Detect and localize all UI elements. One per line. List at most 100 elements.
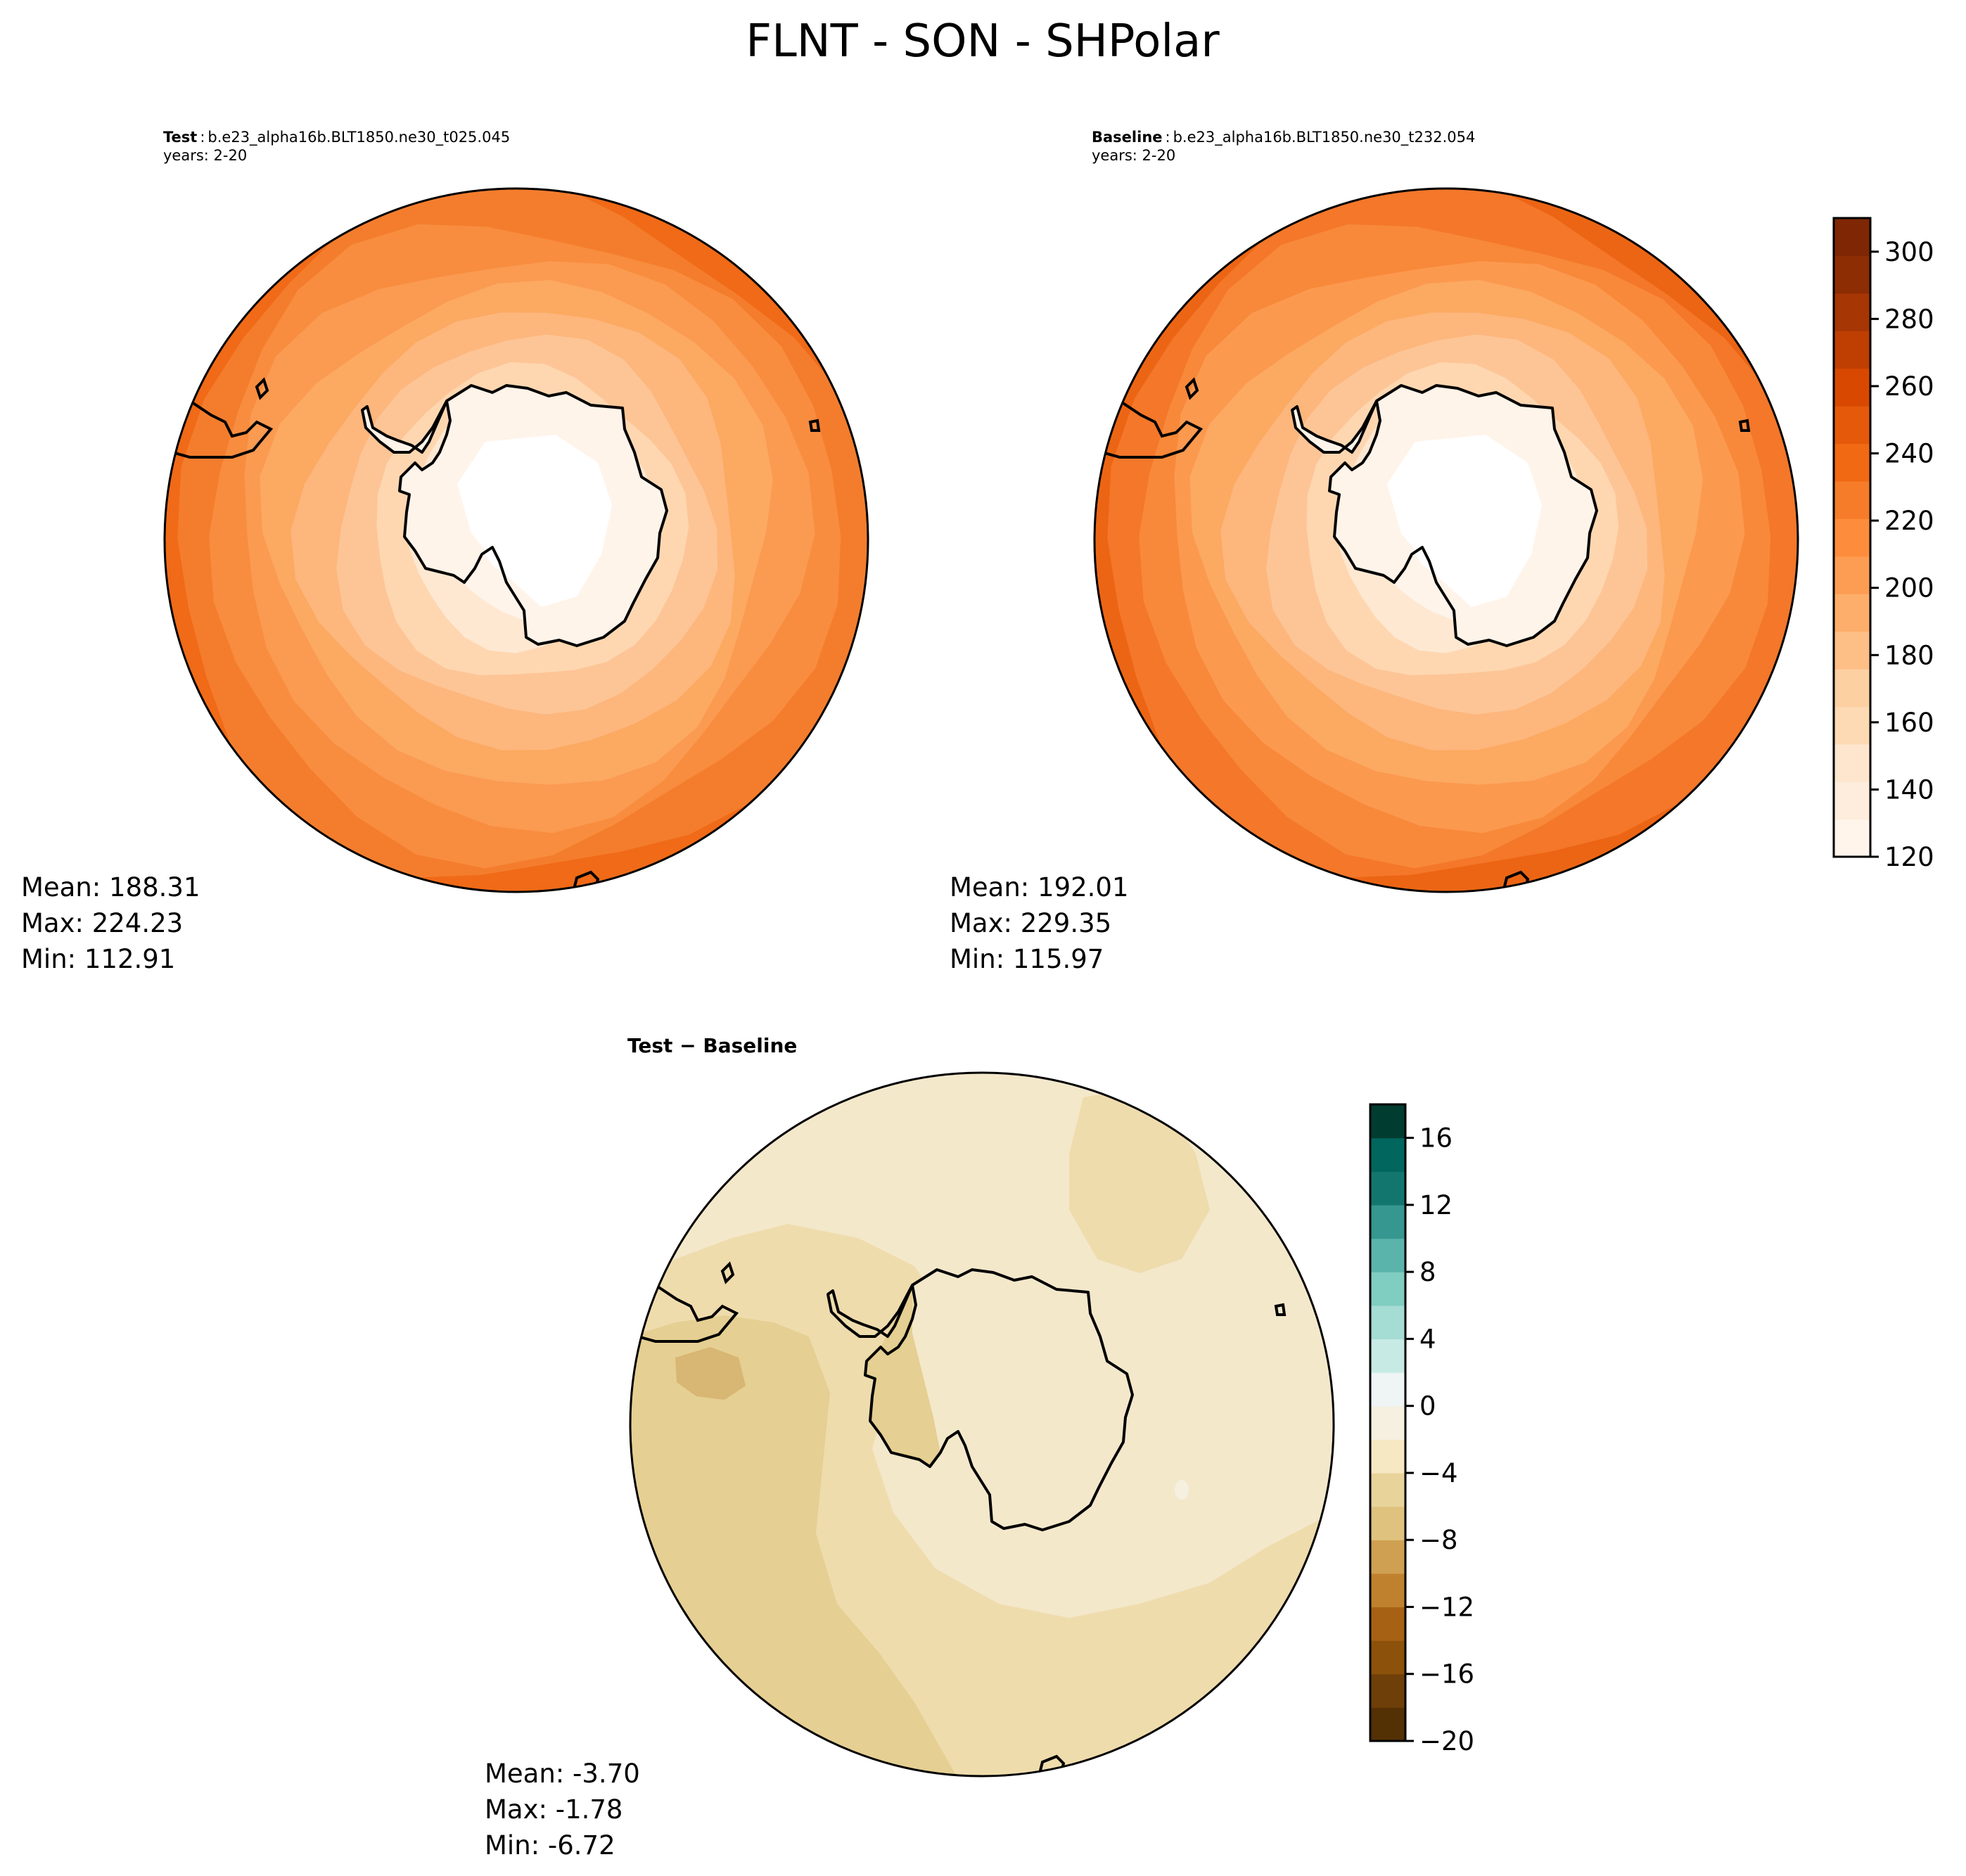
- main-colorbar-tick-label: 200: [1884, 573, 1934, 604]
- baseline-stats: Mean: 192.01 Max: 229.35 Min: 115.97: [950, 869, 1129, 977]
- main-colorbar-cell: [1834, 706, 1870, 745]
- main-colorbar-cell: [1834, 331, 1870, 369]
- diff-colorbar-tick-label: −12: [1419, 1592, 1474, 1622]
- main-colorbar-cell: [1834, 518, 1870, 557]
- diff-subtitle: Test − Baseline: [627, 1034, 797, 1058]
- diff-colorbar-tick-label: 4: [1419, 1324, 1436, 1354]
- main-colorbar-tick-label: 260: [1884, 371, 1934, 402]
- diff-colorbar-tick-label: −16: [1419, 1659, 1474, 1690]
- main-colorbar-tick-label: 140: [1884, 774, 1934, 805]
- test-map: [163, 187, 869, 893]
- main-colorbar-cell: [1834, 744, 1870, 782]
- diff-colorbar-tick-label: −8: [1419, 1525, 1458, 1555]
- diff-colorbar-tick-label: −20: [1419, 1726, 1474, 1756]
- main-colorbar-cell: [1834, 668, 1870, 707]
- test-map-field: [165, 189, 868, 892]
- diff-colorbar-ticks: −20 −16 −12 −8 −4 0 4 8 12 16: [1405, 1123, 1474, 1756]
- main-colorbar-tick-label: 300: [1884, 237, 1934, 267]
- diff-colorbar-cell: [1370, 1104, 1405, 1139]
- test-south-america-coast: [165, 399, 274, 459]
- main-colorbar-cell: [1834, 480, 1870, 519]
- main-colorbar-tick-label: 280: [1884, 304, 1934, 334]
- diff-field-light-patch: [1069, 1090, 1210, 1273]
- main-colorbar-cell: [1834, 631, 1870, 670]
- diff-island-b: [1274, 1303, 1287, 1316]
- test-stats: Mean: 188.31 Max: 224.23 Min: 112.91: [21, 869, 200, 977]
- test-map-frame: [163, 187, 869, 893]
- main-colorbar-cell: [1834, 255, 1870, 294]
- main-colorbar-tick-label: 160: [1884, 708, 1934, 738]
- diff-colorbar-cell: [1370, 1673, 1405, 1708]
- diff-colorbar-cell: [1370, 1640, 1405, 1675]
- diff-colorbar-cell: [1370, 1506, 1405, 1540]
- diff-light-spot: [1175, 1480, 1189, 1500]
- diff-field-darker: [675, 1347, 746, 1400]
- main-colorbar-cell: [1834, 819, 1870, 857]
- baseline-south-america-coast: [1094, 399, 1204, 459]
- diff-colorbar-cell: [1370, 1339, 1405, 1373]
- main-colorbar-cell: [1834, 368, 1870, 407]
- diff-colorbar-cell: [1370, 1372, 1405, 1407]
- diff-south-america-coast: [630, 1283, 739, 1343]
- diff-colorbar-cell: [1370, 1607, 1405, 1641]
- test-years: years: 2-20: [163, 147, 248, 164]
- baseline-map-field: [1094, 189, 1798, 892]
- diff-colorbar-cell: [1370, 1573, 1405, 1608]
- test-ice-interior: [457, 435, 612, 607]
- diff-min: Min: -6.72: [485, 1830, 615, 1861]
- diff-map-field: [630, 1073, 1334, 1776]
- test-max: Max: 224.23: [21, 908, 184, 938]
- baseline-ice-interior: [1387, 435, 1542, 607]
- diff-colorbar-tick-label: 8: [1419, 1257, 1436, 1287]
- diff-colorbar-tick-label: 16: [1419, 1123, 1453, 1154]
- baseline-years: years: 2-20: [1092, 147, 1176, 164]
- test-island-a: [255, 377, 269, 400]
- main-colorbar-tick-label: 180: [1884, 640, 1934, 670]
- baseline-subtitle: Baseline: b.e23_alpha16b.BLT1850.ne30_t23…: [1092, 129, 1476, 164]
- test-subtitle: Test: b.e23_alpha16b.BLT1850.ne30_t025.04…: [163, 129, 511, 164]
- main-colorbar-cell: [1834, 406, 1870, 445]
- test-min: Min: 112.91: [21, 944, 176, 974]
- baseline-island-a: [1185, 377, 1199, 400]
- baseline-mean: Mean: 192.01: [950, 872, 1129, 902]
- diff-colorbar-cell: [1370, 1204, 1405, 1239]
- test-label: Test: [163, 129, 198, 146]
- main-colorbar-cells: [1834, 218, 1870, 857]
- diff-colorbar-cell: [1370, 1439, 1405, 1474]
- test-case-name: b.e23_alpha16b.BLT1850.ne30_t025.045: [208, 129, 511, 146]
- baseline-island-b: [1738, 419, 1751, 432]
- diff-colorbar: −20 −16 −12 −8 −4 0 4 8 12 16: [1369, 1103, 1474, 1756]
- main-colorbar-cell: [1834, 556, 1870, 594]
- diff-colorbar-cell: [1370, 1272, 1405, 1306]
- main-colorbar-tick-label: 220: [1884, 506, 1934, 536]
- figure-title: FLNT - SON - SHPolar: [746, 15, 1220, 68]
- diff-antarctica-fill: [865, 1270, 1132, 1530]
- main-colorbar-cell: [1834, 218, 1870, 257]
- diff-west-antarctica: [865, 1285, 940, 1467]
- diff-label: Test − Baseline: [627, 1034, 798, 1057]
- diff-stats: Mean: -3.70 Max: -1.78 Min: -6.72: [485, 1756, 640, 1863]
- diff-island-a: [720, 1261, 735, 1284]
- main-colorbar-frame: [1832, 217, 1872, 858]
- baseline-min: Min: 115.97: [950, 944, 1104, 974]
- diff-colorbar-cell: [1370, 1540, 1405, 1574]
- diff-map-frame: [629, 1071, 1335, 1778]
- main-colorbar-tick-label: 120: [1884, 842, 1934, 872]
- baseline-label: Baseline: [1092, 129, 1163, 146]
- diff-colorbar-cell: [1370, 1305, 1405, 1340]
- diff-colorbar-cell: [1370, 1171, 1405, 1206]
- test-island-b: [808, 419, 821, 432]
- baseline-map: [1093, 187, 1799, 893]
- diff-colorbar-cell: [1370, 1405, 1405, 1440]
- main-colorbar-ticks: 120 140 160 180 200 220 240 260 280 300: [1870, 237, 1934, 872]
- main-colorbar-cell: [1834, 293, 1870, 331]
- main-colorbar-cell: [1834, 443, 1870, 482]
- main-colorbar: 120 140 160 180 200 220 240 260 280 300: [1832, 217, 1934, 872]
- diff-max: Max: -1.78: [485, 1794, 623, 1825]
- diff-colorbar-frame: [1369, 1103, 1407, 1742]
- diff-colorbar-cell: [1370, 1707, 1405, 1742]
- main-colorbar-tick-label: 240: [1884, 439, 1934, 469]
- diff-colorbar-cell: [1370, 1238, 1405, 1272]
- baseline-case-name: b.e23_alpha16b.BLT1850.ne30_t232.054: [1173, 129, 1476, 146]
- diff-map: [629, 1071, 1335, 1778]
